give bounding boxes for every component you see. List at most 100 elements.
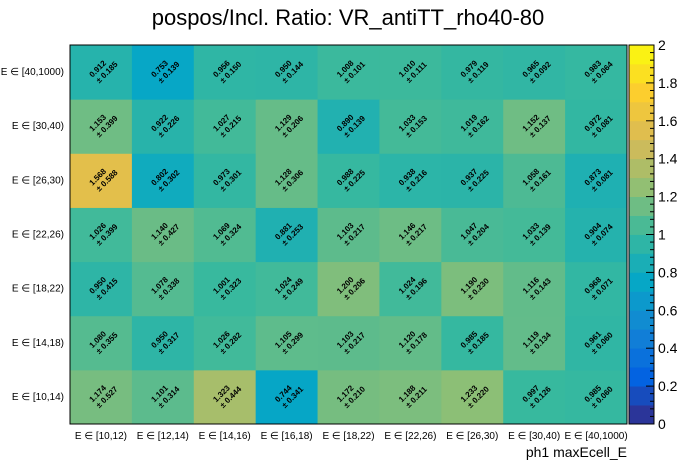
heatmap-cell xyxy=(131,369,195,425)
heatmap-cell xyxy=(255,261,319,317)
heatmap-cell xyxy=(131,45,195,100)
heatmap-cell xyxy=(317,207,380,263)
heatmap-cell xyxy=(379,369,442,425)
x-tick-label: E ∈ [22,26) xyxy=(384,431,436,442)
heatmap-cell xyxy=(131,315,195,371)
colorbar-segment xyxy=(629,234,654,254)
y-tick-label: E ∈ [18,22) xyxy=(12,284,64,295)
colorbar-segment xyxy=(629,367,654,387)
y-tick-label: E ∈ [14,18) xyxy=(12,338,64,349)
colorbar-segment xyxy=(629,45,654,65)
heatmap-cell xyxy=(441,99,504,154)
color-scale: 0 0.2 0.4 0.6 0.8 1 1.2 1.4 1.6 1.8 2 xyxy=(628,37,678,432)
heatmap-cell xyxy=(379,207,442,263)
y-tick-label: E ∈ [26,30) xyxy=(12,175,64,186)
heatmap-cell xyxy=(70,315,133,371)
heatmap-cells xyxy=(70,45,628,425)
colorbar-segment xyxy=(629,63,654,84)
heatmap-cell xyxy=(131,153,195,208)
heatmap-cell xyxy=(503,261,566,317)
heatmap-cell xyxy=(565,369,628,425)
colorbar-tick-label: 1.6 xyxy=(658,113,678,129)
heatmap-cell xyxy=(441,369,504,425)
colorbar-segment xyxy=(629,253,654,273)
heatmap-cell xyxy=(317,315,380,371)
heatmap-cell xyxy=(255,45,319,100)
y-tick-label: E ∈ [10,14) xyxy=(12,392,64,403)
x-tick-label: E ∈ [16,18) xyxy=(261,431,313,442)
heatmap-cell xyxy=(317,369,380,425)
heatmap-cell xyxy=(565,261,628,317)
heatmap-cell xyxy=(503,45,566,100)
x-tick-label: E ∈ [10,12) xyxy=(75,431,127,442)
x-axis: E ∈ [10,12) E ∈ [12,14) E ∈ [14,16) E ∈ [16… xyxy=(75,431,628,442)
x-tick-label: E ∈ [14,16) xyxy=(199,431,251,442)
x-tick-label: E ∈ [18,22) xyxy=(322,431,374,442)
heatmap-cell xyxy=(255,153,319,208)
heatmap-cell xyxy=(503,99,566,154)
y-tick-label: E ∈ [40,1000) xyxy=(1,67,64,78)
heatmap-cell xyxy=(565,45,628,100)
heatmap-cell xyxy=(379,315,442,371)
heatmap-cell xyxy=(503,315,566,371)
y-tick-label: E ∈ [22,26) xyxy=(12,230,64,241)
heatmap-cell xyxy=(255,207,319,263)
colorbar-segment xyxy=(629,348,654,368)
colorbar-segment xyxy=(629,272,654,292)
colorbar-segment xyxy=(629,120,654,141)
colorbar-segment xyxy=(629,291,654,311)
x-tick-label: E ∈ [12,14) xyxy=(137,431,189,442)
colorbar-tick-label: 2 xyxy=(658,37,666,53)
colorbar-tick-label: 1 xyxy=(658,227,666,243)
colorbar-segment xyxy=(629,139,654,160)
colorbar-segment xyxy=(629,101,654,122)
heatmap-cell xyxy=(70,369,133,425)
y-axis: E ∈ [10,14) E ∈ [14,18) E ∈ [18,22) E ∈ [22… xyxy=(1,67,64,403)
heatmap-cell xyxy=(70,45,133,100)
heatmap-cell xyxy=(131,207,195,263)
heatmap-cell xyxy=(441,207,504,263)
heatmap-cell xyxy=(565,315,628,371)
heatmap-cell xyxy=(379,261,442,317)
heatmap-cell xyxy=(70,207,133,263)
heatmap-cell xyxy=(565,153,628,208)
colorbar-segment xyxy=(629,310,654,330)
colorbar-tick-label: 0.2 xyxy=(658,378,678,394)
colorbar-segment xyxy=(629,405,654,425)
plot-frame xyxy=(69,44,628,425)
colorbar-segment xyxy=(629,177,654,197)
colorbar-tick-label: 0.4 xyxy=(658,340,678,356)
heatmap-cell xyxy=(317,261,380,317)
heatmap-cell xyxy=(503,369,566,425)
heatmap-cell xyxy=(565,99,628,154)
heatmap-cell xyxy=(193,261,257,317)
x-tick-label: E ∈ [40,1000) xyxy=(564,431,627,442)
heatmap-cell xyxy=(317,45,380,100)
heatmap-cell xyxy=(317,99,380,154)
heatmap-cell xyxy=(255,369,319,425)
colorbar-segment xyxy=(629,329,654,349)
heatmap-cell xyxy=(317,153,380,208)
heatmap-cell xyxy=(565,207,628,263)
heatmap-cell xyxy=(255,315,319,371)
heatmap-cell xyxy=(70,153,133,208)
heatmap-cell xyxy=(441,153,504,208)
heatmap-cell xyxy=(441,261,504,317)
heatmap-cell xyxy=(193,99,257,154)
heatmap-cell xyxy=(193,315,257,371)
heatmap-cell xyxy=(255,99,319,154)
x-axis-label: ph1 maxEcell_E xyxy=(526,444,627,460)
heatmap-cell xyxy=(131,261,195,317)
heatmap-cell xyxy=(193,369,257,425)
colorbar-tick-label: 1.8 xyxy=(658,75,678,91)
colorbar-segment xyxy=(629,82,654,103)
heatmap-cell xyxy=(503,207,566,263)
colorbar-segment xyxy=(629,196,654,216)
heatmap-cell xyxy=(193,45,257,100)
chart-title: pospos/Incl. Ratio: VR_antiTT_rho40-80 xyxy=(152,5,545,30)
heatmap-cell xyxy=(441,45,504,100)
heatmap-cell xyxy=(131,99,195,154)
heatmap-cell xyxy=(441,315,504,371)
colorbar-tick-label: 0.8 xyxy=(658,264,678,280)
